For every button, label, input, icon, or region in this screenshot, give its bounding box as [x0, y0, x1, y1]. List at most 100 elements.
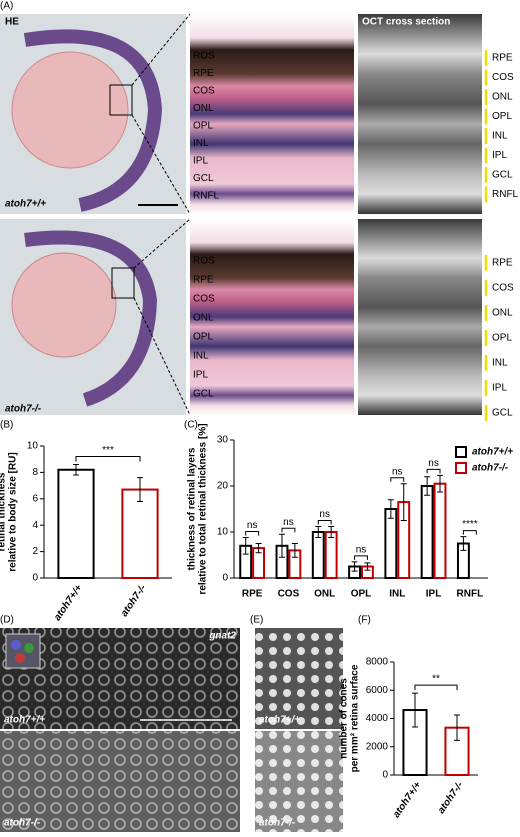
layer-label: GCL	[492, 170, 513, 181]
layer-label: ROS	[193, 51, 215, 62]
y-axis-label: thickness of retinal layers	[187, 447, 198, 570]
layer-label: IPL	[193, 156, 208, 167]
layer-label: GCL	[492, 408, 513, 419]
error-bar	[387, 499, 394, 519]
layer-label: IPL	[492, 150, 507, 161]
error-bar	[242, 537, 249, 555]
panel-a-images	[0, 13, 482, 832]
panel-label: (A)	[0, 1, 13, 12]
y-tick-label: 0	[32, 573, 38, 584]
error-bar	[364, 562, 371, 571]
layer-label: ONL	[492, 92, 513, 103]
significance-bracket	[426, 468, 441, 474]
error-bar	[437, 474, 444, 493]
error-bar	[412, 692, 418, 728]
error-bar	[315, 525, 322, 539]
panel-label: (C)	[184, 420, 198, 431]
chart: 0 2 4 6 8 10 retinal thickness relative to body…	[0, 441, 172, 623]
significance-label: ***	[102, 445, 114, 456]
bar	[57, 468, 95, 580]
genotype-label: atoh7-/-	[5, 404, 42, 415]
legend-label: atoh7+/+	[472, 447, 513, 458]
chart: 0 10 20 30 thickness of retinal layers relati…	[187, 423, 514, 599]
genotype-label: atoh7+/+	[259, 715, 300, 726]
error-bar	[400, 483, 407, 521]
significance-label: ns	[247, 520, 258, 531]
chart: 0 2000 4000 6000 8000 number of cones per mm² …	[339, 657, 478, 820]
layer-label: INL	[492, 358, 508, 369]
layer-label: IPL	[193, 370, 208, 381]
x-tick-label: INL	[389, 589, 405, 600]
layer-label: ONL	[193, 103, 214, 114]
bar	[311, 531, 325, 579]
bar	[384, 508, 398, 579]
bar	[121, 488, 159, 579]
genotype-label: atoh7+/+	[5, 199, 46, 210]
error-bar	[328, 525, 335, 539]
y-tick-label: 2000	[366, 741, 389, 752]
legend-label: atoh7-/-	[472, 463, 509, 474]
error-bar	[351, 561, 358, 572]
error-bar	[460, 536, 467, 551]
error-bar	[454, 714, 460, 741]
error-bar	[73, 463, 79, 476]
x-tick-label: COS	[278, 589, 300, 600]
panel-label: (E)	[250, 615, 263, 626]
stain-label: HE	[5, 17, 19, 28]
layer-label: OPL	[193, 121, 213, 132]
genotype-label: atoh7+/+	[4, 715, 45, 726]
significance-bracket	[281, 527, 296, 533]
x-tick-label: RPE	[242, 589, 263, 600]
layer-label: OPL	[492, 111, 512, 122]
y-tick-label: 10	[217, 527, 229, 538]
y-tick-label: 8	[32, 467, 38, 478]
oct-label: OCT cross section	[362, 17, 450, 28]
layer-label: OPL	[193, 332, 213, 343]
layer-label: INL	[193, 138, 209, 149]
y-tick-label: 10	[27, 441, 39, 452]
y-tick-label: 2	[32, 546, 38, 557]
error-bar	[255, 543, 262, 554]
layer-label: IPL	[492, 383, 507, 394]
significance-label: ns	[319, 509, 330, 520]
stain-label: gnat2	[208, 631, 236, 642]
significance-bracket	[414, 684, 458, 691]
error-bar	[278, 533, 285, 558]
significance-label: ****	[462, 519, 478, 530]
y-axis-label: relative to total retinal thickness [%]	[198, 423, 209, 594]
x-tick-label: atoh7+/+	[52, 583, 85, 623]
significance-bracket	[354, 555, 368, 560]
layer-label: ONL	[193, 313, 214, 324]
layer-label: RPE	[193, 68, 214, 79]
x-tick-label: ONL	[314, 589, 335, 600]
significance-bracket	[75, 455, 141, 462]
y-tick-label: 4000	[366, 713, 389, 724]
layer-label: RPE	[492, 53, 513, 64]
layer-label: COS	[193, 294, 215, 305]
layer-label: OPL	[492, 333, 512, 344]
genotype-label: atoh7-/-	[259, 818, 296, 829]
significance-label: **	[432, 674, 440, 685]
bar	[324, 531, 338, 579]
x-tick-label: RNFL	[457, 589, 484, 600]
significance-bracket	[462, 530, 477, 535]
legend-swatch	[455, 462, 467, 474]
genotype-label: atoh7-/-	[4, 818, 41, 829]
layer-label: GCL	[193, 173, 214, 184]
significance-label: ns	[283, 517, 294, 528]
x-tick-label: OPL	[351, 589, 372, 600]
layer-label: INL	[193, 351, 209, 362]
layer-label: RNFL	[193, 191, 220, 202]
error-bar	[424, 476, 431, 496]
panel-label: (F)	[358, 615, 371, 626]
layer-label: COS	[492, 72, 514, 83]
layer-label: INL	[492, 131, 508, 142]
y-axis-label: retinal thickness	[0, 472, 8, 551]
layer-label: COS	[193, 86, 215, 97]
panel-label: (B)	[0, 420, 13, 431]
x-tick-label: atoh7-/-	[436, 779, 466, 815]
y-tick-label: 30	[217, 435, 229, 446]
y-tick-label: 0	[382, 770, 388, 781]
panel-label: (D)	[0, 615, 14, 626]
